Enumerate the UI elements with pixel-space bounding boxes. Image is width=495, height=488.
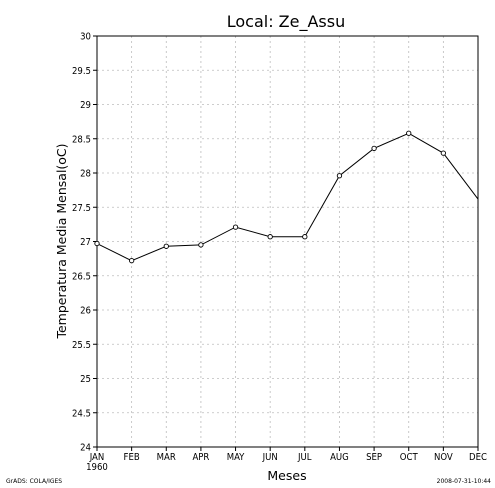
data-point-sep: [371, 145, 377, 151]
data-point-apr: [198, 242, 204, 248]
data-point-jul: [302, 234, 308, 240]
x-tick-label-nov: NOV: [434, 452, 453, 463]
x-tick-label-jan: JAN: [89, 452, 105, 463]
y-tick-label: 25.5: [72, 340, 91, 351]
y-tick-label: 29: [80, 100, 91, 111]
chart-title: Local: Ze_Assu: [227, 12, 346, 32]
data-point-mar: [163, 243, 169, 249]
y-tick-label: 30: [80, 32, 91, 43]
x-tick-label-sep: SEP: [366, 452, 382, 463]
y-tick-label: 29.5: [72, 66, 91, 77]
grid-lines: [97, 36, 478, 447]
x-tick-labels: JAN FEB MAR APR MAY JUN JUL AUG SEP OCT NOV DEC: [89, 452, 487, 463]
y-tick-label: 24.5: [72, 408, 91, 419]
data-point-nov: [440, 150, 447, 156]
x-tick-label-dec: DEC: [469, 452, 487, 463]
y-tick-label: 26.5: [72, 271, 91, 282]
data-point-jun: [267, 234, 273, 240]
x-tick-label-jul: JUL: [297, 452, 312, 463]
x-tick-label-jun: JUN: [262, 452, 278, 463]
footer-right-timestamp: 2008-07-31-10:44: [437, 478, 492, 485]
y-tick-label: 28: [80, 169, 91, 180]
x-year-label: 1960: [86, 462, 108, 473]
data-point-oct: [406, 130, 412, 136]
x-tick-label-aug: AUG: [330, 452, 349, 463]
y-tick-label: 28.5: [72, 134, 91, 145]
y-tick-labels: 24 24.5 25 25.5 26 26.5 27 27.5 28 28.5 29 29.5 30: [72, 32, 91, 454]
x-tick-label-apr: APR: [192, 452, 209, 463]
x-tick-label-oct: OCT: [400, 452, 419, 463]
series-layer: [94, 130, 479, 264]
data-point-jan: [94, 240, 100, 247]
data-point-feb: [128, 258, 135, 264]
y-tick-label: 25: [80, 374, 91, 385]
x-axis-label: Meses: [267, 468, 306, 483]
y-tick-label: 27.5: [72, 203, 91, 214]
y-axis-label: Temperatura Media Mensal(oC): [54, 143, 69, 339]
series-line-0: [96, 132, 479, 262]
axis-ticks: [93, 35, 479, 451]
data-point-aug: [336, 173, 343, 179]
x-tick-label-feb: FEB: [124, 452, 140, 463]
footer-left-credit: GrADS: COLA/IGES: [6, 478, 62, 485]
x-tick-label-mar: MAR: [157, 452, 176, 463]
data-point-may: [232, 224, 239, 230]
x-tick-label-may: MAY: [227, 452, 245, 463]
y-tick-label: 26: [80, 306, 91, 317]
y-tick-label: 24: [80, 443, 91, 454]
y-tick-label: 27: [80, 237, 91, 248]
